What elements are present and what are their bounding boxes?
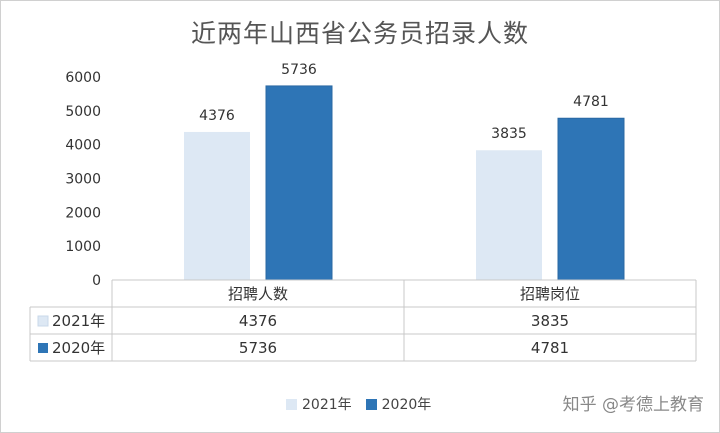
legend-label: 2020年 [381,397,432,413]
y-tick-label: 2000 [65,205,101,221]
bar [557,117,625,281]
bar [476,150,542,280]
legend-swatch [286,398,297,410]
y-tick-label: 1000 [65,239,101,255]
data-label: 5736 [281,62,317,78]
y-tick-label: 6000 [65,70,101,86]
table-cell: 5736 [239,339,277,357]
table-header-cell: 招聘岗位 [520,285,580,303]
legend: 2021年 2020年 [286,394,431,414]
y-tick-label: 3000 [65,172,101,188]
data-table: 招聘人数 招聘岗位 2021年 4376 3835 2020年 5736 4781 [29,279,697,362]
legend-label: 2021年 [302,397,352,413]
table-header-cell: 招聘人数 [228,285,288,303]
table-cell: 3835 [531,312,569,330]
bar [184,131,250,280]
watermark: 知乎 @考德上教育 [562,395,704,415]
bars-group [184,85,625,281]
chart-title: 近两年山西省公务员招录人数 [190,19,529,48]
y-tick-label: 0 [92,273,101,289]
data-labels-group: 4376 5736 3835 4781 [199,62,609,142]
table-legend-key [37,315,49,327]
y-axis: 0 1000 2000 3000 4000 5000 6000 [65,70,101,289]
y-tick-label: 5000 [65,104,101,120]
legend-swatch [365,398,377,410]
data-label: 3835 [491,126,527,142]
table-row-label: 2020年 [52,339,105,357]
data-label: 4781 [573,94,609,110]
bar [265,85,333,281]
legend-item: 2021年 [286,394,352,414]
table-cell: 4781 [531,339,569,357]
table-legend-key [38,343,48,353]
table-cell: 4376 [239,312,277,330]
table-row-label: 2021年 [52,312,105,330]
y-tick-label: 4000 [65,138,101,154]
data-label: 4376 [199,108,235,124]
legend-item: 2020年 [365,394,432,414]
